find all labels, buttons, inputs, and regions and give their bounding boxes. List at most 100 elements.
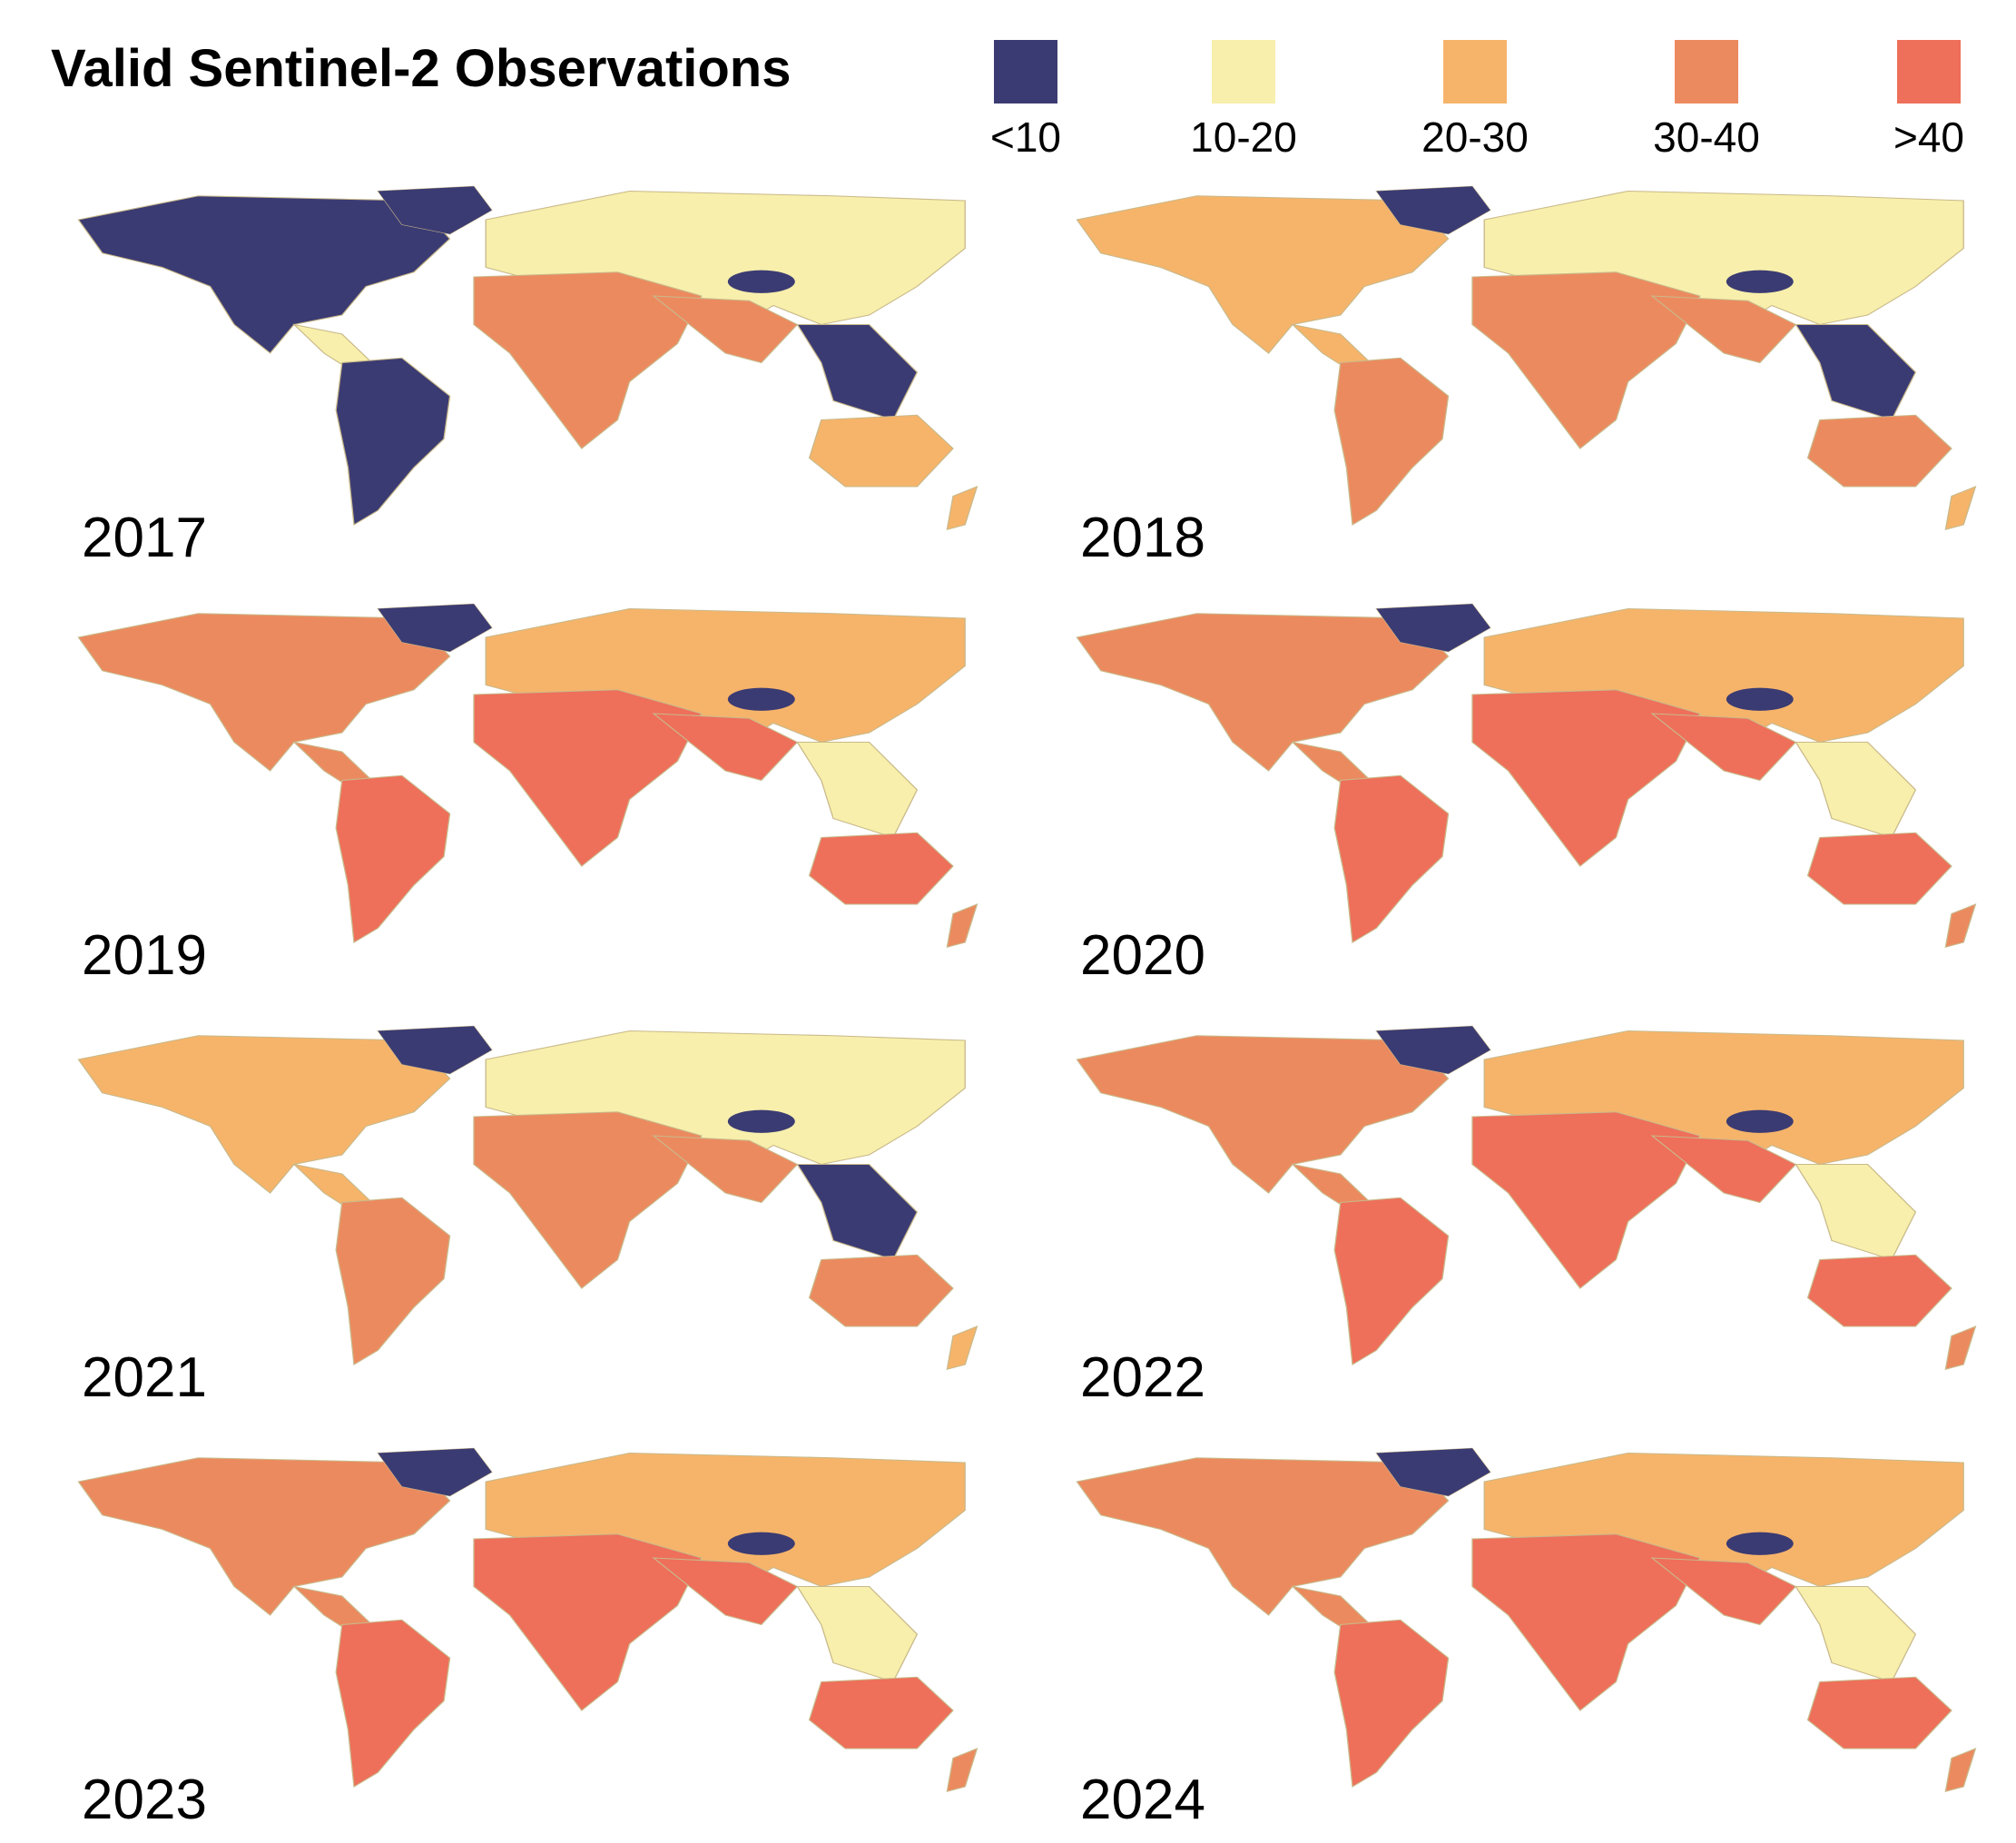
- landmass-group: [1076, 1025, 1977, 1371]
- africa-region: [473, 1111, 703, 1289]
- north-america-region: [77, 613, 451, 772]
- arabia-india-region: [652, 1135, 799, 1204]
- greenland-low-obs: [1376, 1026, 1490, 1074]
- figure-title: Valid Sentinel-2 Observations: [51, 39, 792, 98]
- legend-item-20-30: 20-30: [1384, 40, 1566, 167]
- north-america-region: [77, 195, 451, 354]
- australia-region: [808, 414, 954, 488]
- year-label: 2019: [82, 924, 207, 987]
- new-zealand-region: [1944, 1326, 1977, 1371]
- greenland-low-obs: [1376, 186, 1490, 234]
- new-zealand-region: [1944, 903, 1977, 949]
- year-label: 2017: [82, 507, 207, 569]
- new-zealand-region: [1944, 1748, 1977, 1793]
- map-panel-2017: 2017: [54, 182, 998, 581]
- legend-item-10-20: 10-20: [1153, 40, 1334, 167]
- legend-swatch: [1897, 40, 1961, 103]
- southeast-asia-region: [1795, 323, 1917, 421]
- north-america-region: [1076, 1035, 1450, 1194]
- africa-region: [1471, 689, 1701, 867]
- landmass-group: [77, 1447, 978, 1793]
- australia-region: [1806, 414, 1952, 488]
- world-map: [77, 1447, 978, 1793]
- legend-swatch: [1675, 40, 1738, 103]
- australia-region: [808, 1676, 954, 1749]
- tibet-low-obs-patch: [1726, 1532, 1794, 1555]
- landmass-group: [77, 603, 978, 949]
- southeast-asia-region: [1795, 1585, 1917, 1683]
- southeast-asia-region: [796, 741, 919, 839]
- north-america-region: [1076, 613, 1450, 772]
- africa-region: [473, 1533, 703, 1711]
- southeast-asia-region: [1795, 741, 1917, 839]
- map-panel-2018: 2018: [1053, 182, 1997, 581]
- africa-region: [1471, 1111, 1701, 1289]
- new-zealand-region: [946, 1748, 978, 1793]
- australia-region: [1806, 1254, 1952, 1327]
- year-label: 2022: [1080, 1346, 1205, 1409]
- year-label: 2024: [1080, 1769, 1205, 1831]
- north-america-region: [77, 1035, 451, 1194]
- south-america-region: [1333, 1197, 1450, 1365]
- legend-item-gt40: >40: [1838, 40, 2016, 167]
- map-panel-2019: 2019: [54, 599, 998, 999]
- map-panel-2020: 2020: [1053, 599, 1997, 999]
- world-map: [77, 603, 978, 949]
- australia-region: [1806, 1676, 1952, 1749]
- south-america-region: [1333, 357, 1450, 526]
- north-america-region: [1076, 195, 1450, 354]
- landmass-group: [1076, 603, 1977, 949]
- arabia-india-region: [1650, 1557, 1797, 1626]
- arabia-india-region: [652, 1557, 799, 1626]
- australia-region: [1806, 832, 1952, 905]
- tibet-low-obs-patch: [1726, 1109, 1794, 1133]
- greenland-low-obs: [378, 186, 492, 234]
- tibet-low-obs-patch: [727, 1532, 795, 1555]
- legend-label: 10-20: [1190, 113, 1297, 161]
- landmass-group: [77, 185, 978, 531]
- north-america-region: [1076, 1457, 1450, 1616]
- greenland-low-obs: [378, 1448, 492, 1496]
- africa-region: [473, 271, 703, 449]
- greenland-low-obs: [378, 1026, 492, 1074]
- world-map: [1076, 185, 1977, 531]
- new-zealand-region: [946, 1326, 978, 1371]
- map-panel-2021: 2021: [54, 1021, 998, 1421]
- arabia-india-region: [652, 295, 799, 364]
- world-map: [77, 185, 978, 531]
- arabia-india-region: [1650, 713, 1797, 782]
- new-zealand-region: [946, 486, 978, 531]
- greenland-low-obs: [378, 604, 492, 652]
- year-label: 2021: [82, 1346, 207, 1409]
- africa-region: [473, 689, 703, 867]
- legend-label: >40: [1893, 113, 1965, 161]
- greenland-low-obs: [1376, 604, 1490, 652]
- australia-region: [808, 1254, 954, 1327]
- world-map: [1076, 1447, 1977, 1793]
- africa-region: [1471, 271, 1701, 449]
- north-america-region: [77, 1457, 451, 1616]
- legend-label: 20-30: [1421, 113, 1529, 161]
- legend-swatch: [994, 40, 1057, 103]
- arabia-india-region: [1650, 295, 1797, 364]
- tibet-low-obs-patch: [1726, 687, 1794, 711]
- south-america-region: [335, 357, 451, 526]
- year-label: 2020: [1080, 924, 1205, 987]
- tibet-low-obs-patch: [727, 687, 795, 711]
- legend-item-30-40: 30-40: [1616, 40, 1797, 167]
- year-label: 2023: [82, 1769, 207, 1831]
- new-zealand-region: [946, 903, 978, 949]
- tibet-low-obs-patch: [1726, 270, 1794, 293]
- map-panel-2024: 2024: [1053, 1444, 1997, 1843]
- legend-label: <10: [989, 113, 1062, 161]
- greenland-low-obs: [1376, 1448, 1490, 1496]
- tibet-low-obs-patch: [727, 270, 795, 293]
- southeast-asia-region: [796, 1585, 919, 1683]
- southeast-asia-region: [796, 1163, 919, 1261]
- landmass-group: [1076, 185, 1977, 531]
- south-america-region: [1333, 774, 1450, 943]
- map-panel-2022: 2022: [1053, 1021, 1997, 1421]
- legend-swatch: [1212, 40, 1275, 103]
- legend: <10 10-20 20-30 30-40 >40: [0, 0, 2016, 182]
